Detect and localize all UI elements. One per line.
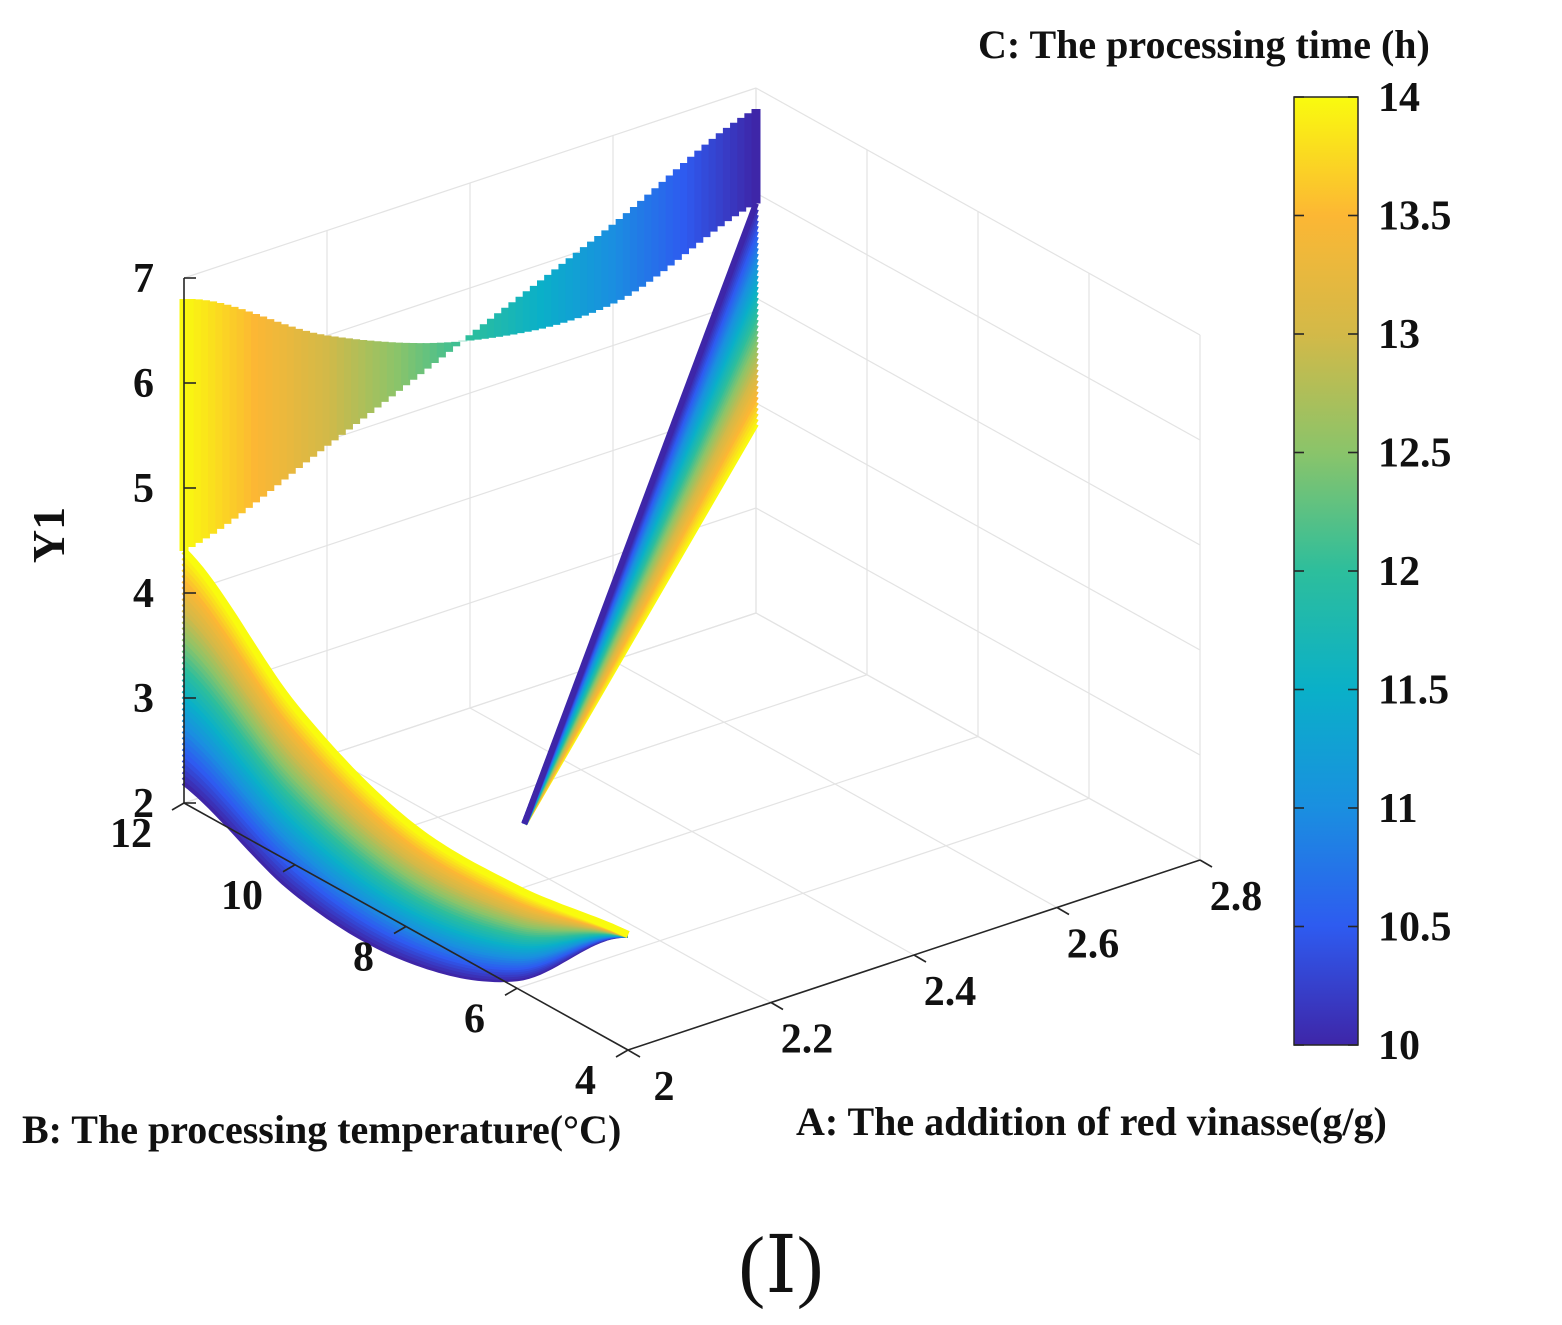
y-tick: [171, 802, 185, 811]
z-tick-label: 4: [133, 571, 154, 617]
y-tick: [393, 925, 407, 935]
z-tick-label: 5: [133, 466, 154, 512]
colorbar-tick-label: 12: [1378, 549, 1420, 595]
gridline: [755, 402, 1201, 651]
surface-ac: [179, 109, 761, 551]
x-tick-label: 2: [654, 1064, 675, 1110]
z-axis-ticks: 2 3 4 5 6 7: [133, 256, 196, 827]
x-tick-label: 2.8: [1210, 874, 1263, 920]
x-tick: [627, 1049, 641, 1058]
surface-plot: [179, 109, 761, 983]
gridline: [516, 797, 1090, 989]
x-axis-ticks: 2 2.2 2.4 2.6 2.8: [627, 859, 1263, 1110]
colorbar: [1293, 96, 1359, 1046]
surface-bc: [181, 548, 630, 983]
y-tick: [615, 1049, 629, 1058]
y-axis-ticks: 4 6 8 10 12: [110, 802, 629, 1104]
surface-contour: [181, 548, 630, 938]
colorbar-tick-label: 11: [1378, 786, 1418, 832]
gridline: [183, 87, 757, 279]
x-tick: [1199, 859, 1213, 868]
colorbar-tick-label: 10.5: [1378, 905, 1452, 951]
z-tick-label: 2: [133, 781, 154, 827]
z-tick-label: 7: [133, 256, 154, 302]
y-tick-label: 6: [464, 996, 485, 1042]
y-tick-label: 8: [353, 935, 374, 981]
y-axis-label: B: The processing temperature(°C): [22, 1107, 621, 1152]
y-tick-label: 4: [575, 1058, 596, 1104]
panel-label: (Ⅰ): [739, 1222, 824, 1310]
colorbar-tick-label: 12.5: [1378, 431, 1452, 477]
gridline: [755, 192, 1201, 441]
z-tick-label: 6: [133, 361, 154, 407]
gridline: [755, 87, 1201, 336]
colorbar-tick-label: 10: [1378, 1023, 1420, 1069]
x-axis-label: A: The addition of red vinasse(g/g): [796, 1099, 1387, 1144]
gridline: [755, 297, 1201, 546]
colorbar-ticks: 10 10.5 11 11.5 12 12.5 13 13.5 14: [1294, 75, 1452, 1069]
colorbar-tick-label: 13: [1378, 312, 1420, 358]
x-tick-label: 2.4: [924, 969, 977, 1015]
z-tick-label: 3: [133, 676, 154, 722]
gridline: [755, 507, 1201, 756]
surface-ribbon: [521, 202, 759, 826]
y-tick: [282, 864, 296, 873]
colorbar-tick-label: 14: [1378, 75, 1420, 121]
x-tick: [770, 1001, 784, 1011]
x-tick-label: 2.6: [1067, 922, 1120, 968]
x-tick: [913, 954, 927, 963]
z-axis-label: Y1: [23, 507, 74, 563]
colorbar-label: C: The processing time (h): [978, 22, 1430, 67]
gridline: [183, 402, 757, 594]
colorbar-tick-label: 11.5: [1378, 668, 1449, 714]
x-tick-label: 2.2: [781, 1017, 834, 1063]
x-tick: [1056, 906, 1070, 916]
y-tick: [504, 987, 518, 996]
y-tick-label: 12: [110, 811, 152, 857]
colorbar-tick-label: 13.5: [1378, 194, 1452, 240]
y-tick-label: 10: [221, 873, 263, 919]
surface-contour: [521, 202, 759, 825]
